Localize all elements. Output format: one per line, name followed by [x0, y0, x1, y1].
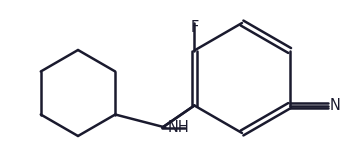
Text: F: F [190, 20, 199, 34]
Text: NH: NH [167, 120, 189, 135]
Text: N: N [330, 98, 340, 113]
